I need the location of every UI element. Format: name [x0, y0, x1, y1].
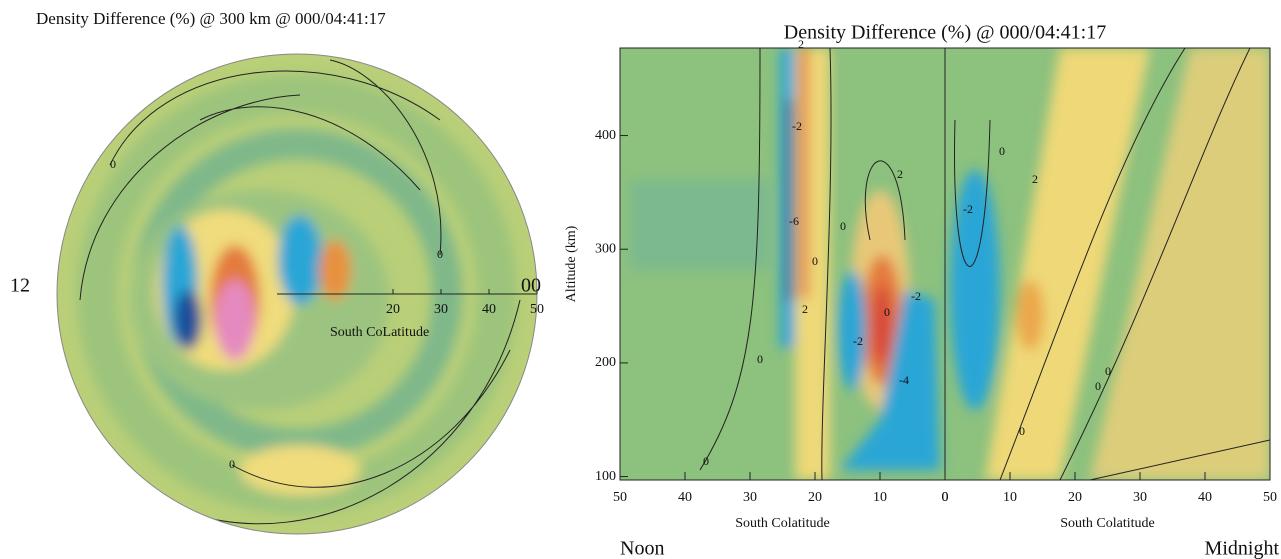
- x-tick-label: 10: [873, 490, 887, 505]
- contour-label: 0: [812, 254, 818, 268]
- axis-label: South CoLatitude: [330, 325, 429, 340]
- x-tick-label: 40: [678, 490, 692, 505]
- contour-label: 0: [1095, 379, 1101, 393]
- contour-label: -2: [853, 334, 863, 348]
- x-tick-label: 50: [1263, 490, 1277, 505]
- y-tick-label: 300: [595, 241, 616, 256]
- x-tick-label: 30: [1133, 490, 1147, 505]
- panel-label: Noon: [620, 538, 664, 559]
- contour-label: 0: [884, 305, 890, 319]
- panel-label: Midnight: [1205, 538, 1280, 559]
- x-axis-label: South Colatitude: [735, 516, 830, 531]
- contour-label: 0: [999, 144, 1005, 158]
- contour-label: 0: [840, 219, 846, 233]
- x-tick-label: 40: [1198, 490, 1212, 505]
- y-tick-label: 100: [595, 469, 616, 484]
- left-label: 12: [10, 275, 30, 297]
- r-tick-label: 40: [482, 302, 496, 317]
- chart-title: Density Difference (%) @ 300 km @ 000/04…: [36, 9, 386, 28]
- contour-label: 0: [229, 457, 235, 471]
- x-axis-label: South Colatitude: [1060, 516, 1155, 531]
- x-tick-label: 20: [1068, 490, 1082, 505]
- x-tick-label: 0: [942, 490, 949, 505]
- contour-label: 0: [110, 157, 116, 171]
- y-tick-label: 200: [595, 355, 616, 370]
- contour-label: 0: [1019, 424, 1025, 438]
- y-axis-label: Altitude (km): [564, 225, 579, 302]
- contour-label: 2: [798, 37, 804, 51]
- y-tick-label: 400: [595, 128, 616, 143]
- contour-label: -2: [792, 119, 802, 133]
- contour-label: -2: [911, 289, 921, 303]
- contour-label: 2: [1032, 172, 1038, 186]
- chart-title: Density Difference (%) @ 000/04:41:17: [784, 22, 1106, 44]
- x-tick-label: 30: [743, 490, 757, 505]
- x-tick-label: 20: [808, 490, 822, 505]
- r-tick-label: 30: [434, 302, 448, 317]
- contour-label: 0: [437, 247, 443, 261]
- x-tick-label: 50: [613, 490, 627, 505]
- contour-label: 0: [1105, 364, 1111, 378]
- contour-label: 0: [703, 454, 709, 468]
- x-tick-label: 0: [942, 490, 949, 505]
- right-label: 00: [521, 275, 541, 297]
- contour-label: 2: [897, 167, 903, 181]
- contour-label: -2: [963, 202, 973, 216]
- r-tick-label: 50: [530, 302, 544, 317]
- r-tick-label: 20: [386, 302, 400, 317]
- contour-label: -6: [789, 214, 799, 228]
- contour-label: 0: [757, 352, 763, 366]
- contour-label: -4: [899, 373, 909, 387]
- contour-label: 2: [802, 302, 808, 316]
- x-tick-label: 10: [1003, 490, 1017, 505]
